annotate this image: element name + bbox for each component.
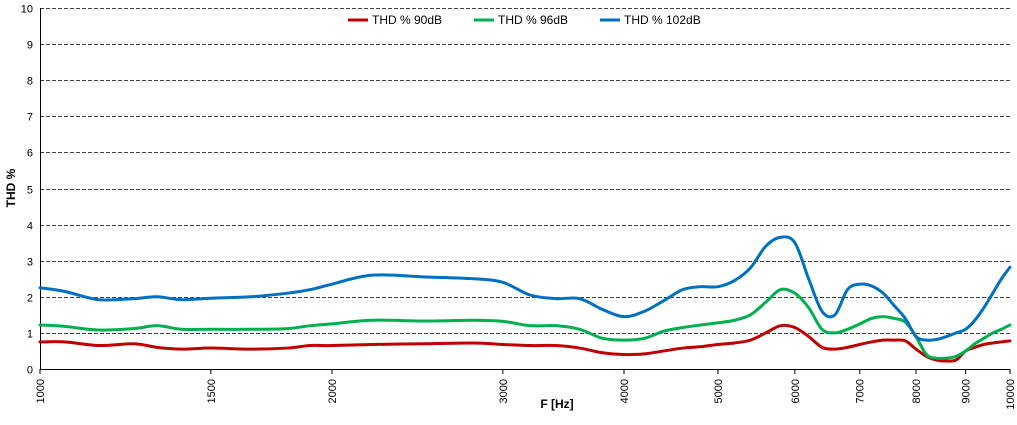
- x-tick-label: 10000: [1005, 379, 1017, 410]
- y-tick-label: 9: [27, 40, 33, 52]
- x-tick-label: 8000: [911, 379, 923, 403]
- y-tick-label: 4: [27, 221, 33, 233]
- y-tick-label: 5: [27, 185, 33, 197]
- x-tick-label: 9000: [961, 379, 973, 403]
- y-tick-label: 10: [21, 4, 33, 16]
- legend: THD % 90dB THD % 96dB THD % 102dB: [348, 13, 701, 27]
- x-axis-title: F [Hz]: [540, 397, 573, 411]
- series-line-1: [38, 287, 1012, 361]
- x-tick-label: 3000: [498, 379, 510, 403]
- y-axis-title: THD %: [4, 168, 18, 207]
- legend-item-102db: THD % 102dB: [600, 13, 701, 27]
- y-tick-labels: 0 1 2 3 4 5 6 7 8 9 10: [21, 4, 33, 377]
- x-tick-label: 5000: [713, 379, 725, 403]
- legend-item-96db: THD % 96dB: [474, 13, 568, 27]
- series-lines: [38, 235, 1012, 363]
- series-line-2: [38, 235, 1012, 342]
- x-tick-label: 6000: [790, 379, 802, 403]
- legend-label-90db: THD % 90dB: [372, 13, 442, 27]
- x-tick-labels: 1000 1500 2000 3000 4000 5000 6000 7000 8000 9000…: [35, 369, 1017, 410]
- legend-label-96db: THD % 96dB: [498, 13, 568, 27]
- y-tick-label: 3: [27, 257, 33, 269]
- x-tick-label: 4000: [619, 379, 631, 403]
- x-tick-label: 1000: [35, 379, 47, 403]
- y-tick-label: 2: [27, 293, 33, 305]
- axes: [40, 8, 1010, 370]
- legend-item-90db: THD % 90dB: [348, 13, 442, 27]
- x-tick-label: 2000: [327, 379, 339, 403]
- y-tick-label: 7: [27, 112, 33, 124]
- y-tick-label: 1: [27, 329, 33, 341]
- x-tick-label: 7000: [855, 379, 867, 403]
- legend-label-102db: THD % 102dB: [624, 13, 701, 27]
- y-tick-label: 0: [27, 365, 33, 377]
- y-tick-label: 6: [27, 148, 33, 160]
- y-tick-label: 8: [27, 76, 33, 88]
- x-tick-label: 1500: [206, 379, 218, 403]
- series-line-0: [38, 323, 1012, 363]
